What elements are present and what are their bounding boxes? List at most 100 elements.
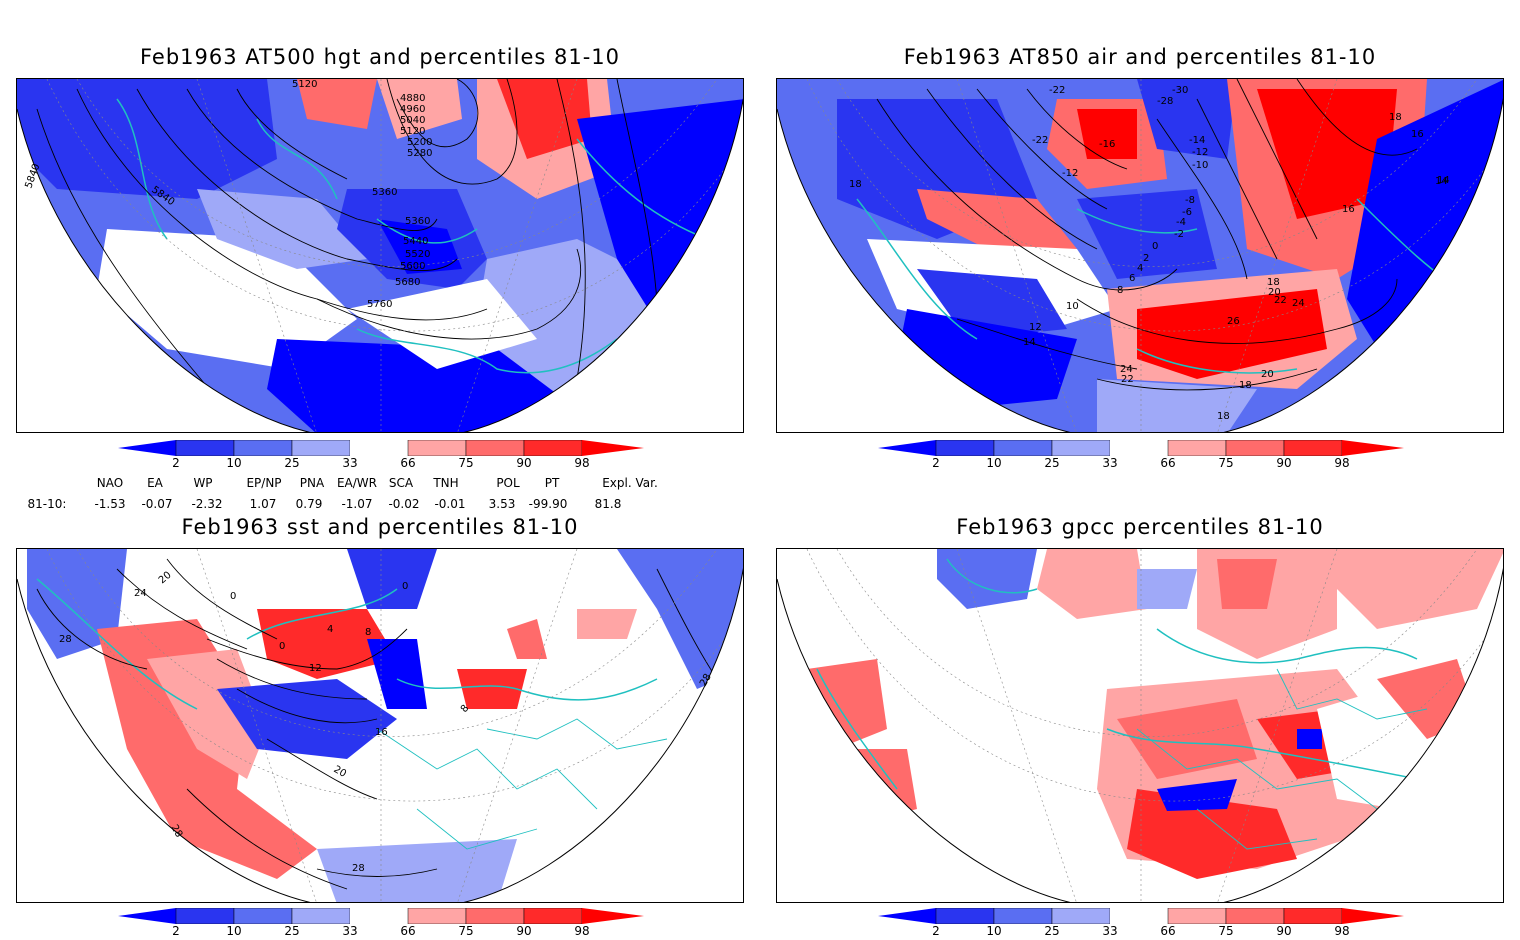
map-gpcc bbox=[777, 549, 1503, 902]
colorbar-label: 75 bbox=[1218, 456, 1234, 470]
colorbar-label: 25 bbox=[1044, 456, 1060, 470]
contour-label: 0 bbox=[1152, 241, 1158, 252]
colorbar-label: 25 bbox=[284, 456, 300, 470]
index-row-label: 81-10: bbox=[27, 497, 67, 511]
contour-label: 8 bbox=[459, 703, 472, 715]
index-value: 1.07 bbox=[249, 497, 277, 511]
contour-label: 5760 bbox=[367, 299, 392, 310]
map-boundary bbox=[17, 567, 743, 902]
map-panel-air850: -30 -28 -22 -22 -16 -14 -12 -12 -10 -8 -… bbox=[776, 78, 1504, 433]
weak-above-region bbox=[1037, 549, 1147, 619]
colorbar-swatch bbox=[118, 908, 176, 924]
index-header: SCA bbox=[388, 476, 414, 490]
colorbar-label: 2 bbox=[932, 924, 940, 938]
contour-label: 4880 bbox=[400, 93, 425, 104]
colorbar-swatch bbox=[878, 440, 936, 456]
colorbar-label: 33 bbox=[342, 456, 358, 470]
contour-label: 12 bbox=[1029, 322, 1042, 333]
colorbar-label: 98 bbox=[574, 456, 590, 470]
above-normal-region bbox=[297, 79, 377, 129]
indices-value-row: 81-10: -1.53 -0.07 -2.32 1.07 0.79 -1.07… bbox=[0, 497, 760, 513]
colorbar-label: 25 bbox=[284, 924, 300, 938]
weak-below-region bbox=[317, 839, 517, 902]
colorbar-swatch bbox=[291, 907, 351, 925]
colorbar-swatch bbox=[118, 440, 176, 456]
colorbar-swatch bbox=[1110, 908, 1168, 924]
contour-label: 0 bbox=[279, 641, 285, 652]
contour-label: 0 bbox=[230, 591, 236, 602]
contour-label: -30 bbox=[1172, 85, 1188, 96]
contour-label: 14 bbox=[1023, 337, 1036, 348]
contour-label: 5360 bbox=[372, 187, 397, 198]
below-normal-region bbox=[1137, 79, 1237, 159]
index-value: -0.07 bbox=[141, 497, 173, 511]
contour-label: 4960 bbox=[400, 104, 425, 115]
weak-above-region bbox=[1337, 549, 1503, 629]
contour-labels: 5120 4880 4960 5040 5120 5200 5280 5360 … bbox=[23, 79, 432, 310]
panel-title-hgt500: Feb1963 AT500 hgt and percentiles 81-10 bbox=[139, 45, 620, 69]
coastline bbox=[856, 198, 1478, 374]
colorbar-swatch bbox=[1110, 440, 1168, 456]
colorbar-swatch bbox=[465, 907, 525, 925]
contour-label: 20 bbox=[1261, 369, 1274, 380]
sst-contours bbox=[36, 558, 718, 890]
map-boundary bbox=[17, 97, 743, 432]
index-value: -99.90 bbox=[528, 497, 568, 511]
contour-label: 22 bbox=[1274, 295, 1287, 306]
colorbar-label: 66 bbox=[1160, 924, 1176, 938]
extreme-high-region bbox=[1127, 789, 1297, 879]
contour-label: 0 bbox=[402, 581, 408, 592]
above-normal-region bbox=[1217, 559, 1277, 609]
colorbar-label: 75 bbox=[458, 456, 474, 470]
contour-label: -6 bbox=[1182, 207, 1192, 218]
colorbar-label: 90 bbox=[516, 456, 532, 470]
contour-label: 4 bbox=[327, 624, 333, 635]
contour-label: -14 bbox=[1189, 135, 1205, 146]
map-boundary bbox=[777, 567, 1503, 902]
contour-label: 28 bbox=[352, 863, 365, 874]
colorbar-swatch bbox=[878, 908, 936, 924]
colorbar-swatch bbox=[1167, 439, 1227, 457]
colorbar-swatch bbox=[1225, 439, 1285, 457]
colorbar-air850: 2 10 25 33 66 75 90 98 bbox=[878, 439, 1404, 474]
index-value: 81.8 bbox=[594, 497, 622, 511]
colorbar-label: 98 bbox=[1334, 924, 1350, 938]
above-normal-region bbox=[837, 749, 917, 819]
indices-header-row: NAO EA WP EP/NP PNA EA/WR SCA TNH POL PT… bbox=[0, 476, 760, 492]
graticule bbox=[46, 79, 743, 432]
extreme-low-region bbox=[1297, 729, 1322, 749]
colorbar-hgt500: 2 10 25 33 66 75 90 98 bbox=[118, 439, 644, 474]
contour-label: 14 bbox=[1437, 175, 1450, 186]
colorbar-swatch bbox=[1342, 440, 1404, 456]
index-header: TNH bbox=[433, 476, 459, 490]
colorbar-label: 66 bbox=[400, 924, 416, 938]
colorbar-swatch bbox=[935, 439, 995, 457]
colorbar-swatch bbox=[233, 439, 293, 457]
colorbar-label: 10 bbox=[226, 924, 242, 938]
panel-title-sst: Feb1963 sst and percentiles 81-10 bbox=[181, 515, 579, 539]
colorbar-label: 98 bbox=[574, 924, 590, 938]
map-hgt500: 5120 4880 4960 5040 5120 5200 5280 5360 … bbox=[17, 79, 743, 432]
contour-label: 18 bbox=[1389, 112, 1402, 123]
contour-label: 6 bbox=[1129, 273, 1135, 284]
index-value: 3.53 bbox=[488, 497, 516, 511]
extreme-low-region bbox=[1157, 779, 1237, 811]
contour-label: -8 bbox=[1185, 195, 1195, 206]
weak-above-region bbox=[147, 649, 267, 779]
colorbar-label: 2 bbox=[172, 924, 180, 938]
colorbar-swatch bbox=[350, 440, 408, 456]
above-normal-region bbox=[377, 79, 462, 139]
colorbar-swatch bbox=[523, 907, 583, 925]
colorbar-label: 10 bbox=[986, 456, 1002, 470]
panel-title-gpcc: Feb1963 gpcc percentiles 81-10 bbox=[956, 515, 1324, 539]
contour-label: 5520 bbox=[405, 249, 430, 260]
contour-label: 8 bbox=[1117, 285, 1123, 296]
colorbar-swatch bbox=[1283, 907, 1343, 925]
colorbar-label: 10 bbox=[226, 456, 242, 470]
colorbar-swatch bbox=[1283, 439, 1343, 457]
contour-label: 16 bbox=[1342, 204, 1355, 215]
temperature-contours bbox=[876, 79, 1418, 391]
colorbar-swatches bbox=[878, 907, 1404, 925]
contour-label: 14 bbox=[1435, 176, 1448, 187]
contour-label: 28 bbox=[59, 634, 72, 645]
